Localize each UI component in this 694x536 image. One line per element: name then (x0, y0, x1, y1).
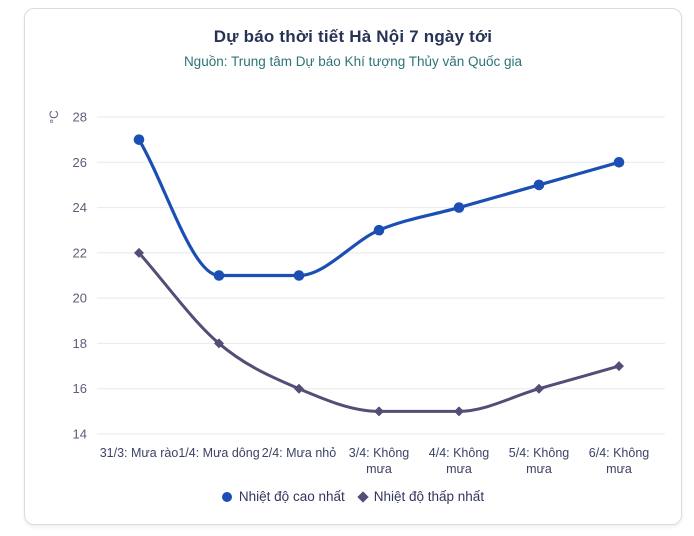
data-point-low-6/4: Không mưa[interactable] (614, 361, 624, 372)
x-tick-label: 4/4: Không mưa (429, 446, 490, 476)
y-tick-label: 18 (73, 336, 87, 351)
data-point-low-1/4: Mưa dông[interactable] (214, 338, 224, 349)
x-tick-label: 31/3: Mưa rào (100, 446, 179, 460)
y-tick-label: 20 (73, 291, 87, 306)
data-point-high-1/4: Mưa dông[interactable] (213, 270, 225, 281)
y-tick-label: 14 (73, 427, 87, 442)
series-line-low (137, 251, 621, 413)
data-point-low-4/4: Không mưa[interactable] (454, 406, 464, 417)
y-tick-label: 24 (73, 200, 87, 215)
legend-label: Nhiệt độ thấp nhất (373, 489, 485, 504)
chart-subtitle: Nguồn: Trung tâm Dự báo Khí tượng Thủy v… (183, 54, 523, 69)
y-tick-label: 26 (73, 155, 87, 170)
y-tick-label: 22 (73, 245, 87, 260)
line-chart: 28 26 24 22 20 18 16 14 °C 31/3: Mưa rào 1/4: Mưa … (47, 110, 665, 476)
data-point-low-5/4: Không mưa[interactable] (534, 383, 544, 394)
x-tick-label: 3/4: Không mưa (349, 446, 410, 476)
data-point-high-4/4: Không mưa[interactable] (453, 202, 465, 213)
chart-legend: Nhiệt độ cao nhất Nhiệt độ thấp nhất (25, 489, 681, 504)
data-point-high-2/4: Mưa nhỏ[interactable] (293, 270, 305, 281)
y-axis-unit-label: °C (47, 110, 61, 124)
legend-label: Nhiệt độ cao nhất (238, 489, 345, 504)
x-tick-label: 5/4: Không mưa (509, 446, 570, 476)
y-tick-label: 16 (73, 381, 87, 396)
data-point-high-31/3: Mưa rào[interactable] (133, 134, 145, 145)
chart-title: Dự báo thời tiết Hà Nội 7 ngày tới (213, 27, 493, 46)
legend-item-low[interactable]: Nhiệt độ thấp nhất (357, 489, 485, 504)
data-point-high-5/4: Không mưa[interactable] (533, 179, 545, 191)
data-point-high-6/4: Không mưa[interactable] (613, 156, 625, 168)
x-tick-label: 6/4: Không mưa (589, 446, 650, 476)
legend-diamond-icon (357, 490, 369, 503)
y-tick-label: 28 (73, 110, 87, 125)
data-point-low-3/4: Không mưa[interactable] (374, 406, 384, 417)
legend-circle-icon (221, 491, 232, 502)
x-tick-label: 1/4: Mưa dông (178, 446, 259, 460)
data-point-low-31/3: Mưa rào[interactable] (134, 247, 144, 258)
data-point-high-3/4: Không mưa[interactable] (373, 224, 385, 236)
data-point-low-2/4: Mưa nhỏ[interactable] (294, 383, 304, 394)
weather-forecast-card: Dự báo thời tiết Hà Nội 7 ngày tới Nguồn… (24, 8, 682, 525)
x-tick-label: 2/4: Mưa nhỏ (262, 446, 336, 460)
legend-item-high[interactable]: Nhiệt độ cao nhất (221, 489, 345, 504)
